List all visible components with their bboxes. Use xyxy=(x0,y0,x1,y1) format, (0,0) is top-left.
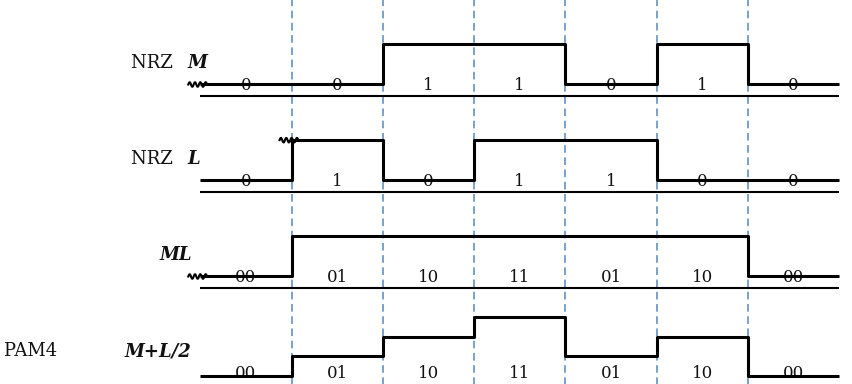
Text: 1: 1 xyxy=(515,173,525,190)
Text: 1: 1 xyxy=(697,77,708,94)
Text: 0: 0 xyxy=(423,173,434,190)
Text: 1: 1 xyxy=(423,77,434,94)
Text: PAM4: PAM4 xyxy=(4,343,63,360)
Text: 10: 10 xyxy=(417,269,439,286)
Text: 10: 10 xyxy=(692,269,713,286)
Text: 10: 10 xyxy=(417,365,439,382)
Text: 01: 01 xyxy=(326,365,348,382)
Text: NRZ: NRZ xyxy=(131,151,179,168)
Text: NRZ: NRZ xyxy=(131,55,179,72)
Text: L: L xyxy=(187,151,200,168)
Text: 00: 00 xyxy=(235,365,256,382)
Text: 1: 1 xyxy=(606,173,616,190)
Text: 0: 0 xyxy=(606,77,616,94)
Text: 01: 01 xyxy=(326,269,348,286)
Text: 0: 0 xyxy=(331,77,343,94)
Text: 0: 0 xyxy=(240,77,251,94)
Text: 11: 11 xyxy=(509,269,530,286)
Text: 01: 01 xyxy=(601,269,622,286)
Text: M: M xyxy=(187,55,207,72)
Text: 00: 00 xyxy=(783,269,804,286)
Text: 0: 0 xyxy=(697,173,708,190)
Text: 1: 1 xyxy=(515,77,525,94)
Text: ML: ML xyxy=(159,247,192,264)
Text: 11: 11 xyxy=(509,365,530,382)
Text: 0: 0 xyxy=(788,173,799,190)
Text: 00: 00 xyxy=(235,269,256,286)
Text: 0: 0 xyxy=(240,173,251,190)
Text: 0: 0 xyxy=(788,77,799,94)
Text: M+L/2: M+L/2 xyxy=(125,343,192,360)
Text: 01: 01 xyxy=(601,365,622,382)
Text: 1: 1 xyxy=(331,173,343,190)
Text: 00: 00 xyxy=(783,365,804,382)
Text: 10: 10 xyxy=(692,365,713,382)
